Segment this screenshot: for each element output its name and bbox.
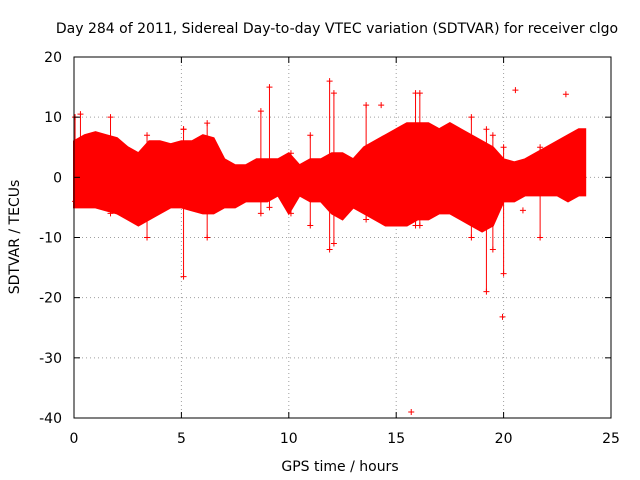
plot-data bbox=[72, 78, 587, 415]
data-point bbox=[307, 132, 314, 139]
data-point bbox=[287, 150, 294, 157]
y-tick-label: 10 bbox=[44, 110, 62, 126]
data-point bbox=[204, 120, 211, 127]
data-point bbox=[489, 132, 496, 139]
data-point bbox=[489, 246, 496, 253]
data-point bbox=[326, 246, 333, 253]
chart-title: Day 284 of 2011, Sidereal Day-to-day VTE… bbox=[56, 21, 618, 37]
data-point bbox=[416, 90, 423, 97]
y-tick-label: -10 bbox=[39, 231, 62, 247]
y-tick-label: -20 bbox=[39, 291, 62, 307]
data-point bbox=[363, 216, 370, 223]
data-point bbox=[500, 144, 507, 151]
data-point bbox=[562, 91, 569, 98]
data-point bbox=[180, 273, 187, 280]
x-tick-label: 15 bbox=[387, 431, 405, 447]
data-point bbox=[537, 234, 544, 241]
data-point bbox=[257, 108, 264, 115]
data-point bbox=[326, 78, 333, 85]
data-point bbox=[107, 210, 114, 217]
grid-lines bbox=[74, 57, 611, 418]
data-point bbox=[180, 126, 187, 133]
data-point bbox=[408, 408, 415, 415]
data-point bbox=[363, 102, 370, 109]
x-tick-label: 10 bbox=[280, 431, 298, 447]
y-tick-label: -30 bbox=[39, 351, 62, 367]
data-point bbox=[144, 132, 151, 139]
y-axis-label: SDTVAR / TECUs bbox=[7, 180, 23, 295]
data-point bbox=[287, 210, 294, 217]
data-point bbox=[468, 114, 475, 121]
data-point bbox=[266, 84, 273, 91]
data-point bbox=[519, 207, 526, 214]
axis-ticks: 0 5 10 15 20 25 -40 -30 -20 -10 0 10 20 bbox=[39, 50, 620, 447]
data-point bbox=[144, 234, 151, 241]
data-point bbox=[512, 87, 519, 94]
data-point bbox=[307, 222, 314, 229]
data-point bbox=[77, 198, 84, 205]
data-point bbox=[483, 126, 490, 133]
data-point bbox=[416, 222, 423, 229]
data-point bbox=[500, 270, 507, 277]
data-point bbox=[468, 234, 475, 241]
data-point bbox=[378, 102, 385, 109]
data-point bbox=[266, 204, 273, 211]
data-point bbox=[204, 234, 211, 241]
x-tick-label: 5 bbox=[177, 431, 186, 447]
data-point bbox=[537, 144, 544, 151]
y-tick-label: -40 bbox=[39, 411, 62, 427]
x-axis-label: GPS time / hours bbox=[281, 459, 398, 475]
x-tick-label: 20 bbox=[495, 431, 513, 447]
y-tick-label: 0 bbox=[53, 170, 62, 186]
y-tick-label: 20 bbox=[44, 50, 62, 66]
data-point bbox=[107, 114, 114, 121]
data-point bbox=[77, 111, 84, 118]
data-point bbox=[499, 313, 506, 320]
x-tick-label: 25 bbox=[602, 431, 620, 447]
data-point bbox=[330, 240, 337, 247]
data-point bbox=[330, 90, 337, 97]
data-point bbox=[483, 288, 490, 295]
x-tick-label: 0 bbox=[70, 431, 79, 447]
data-point bbox=[257, 210, 264, 217]
data-point bbox=[72, 198, 79, 205]
